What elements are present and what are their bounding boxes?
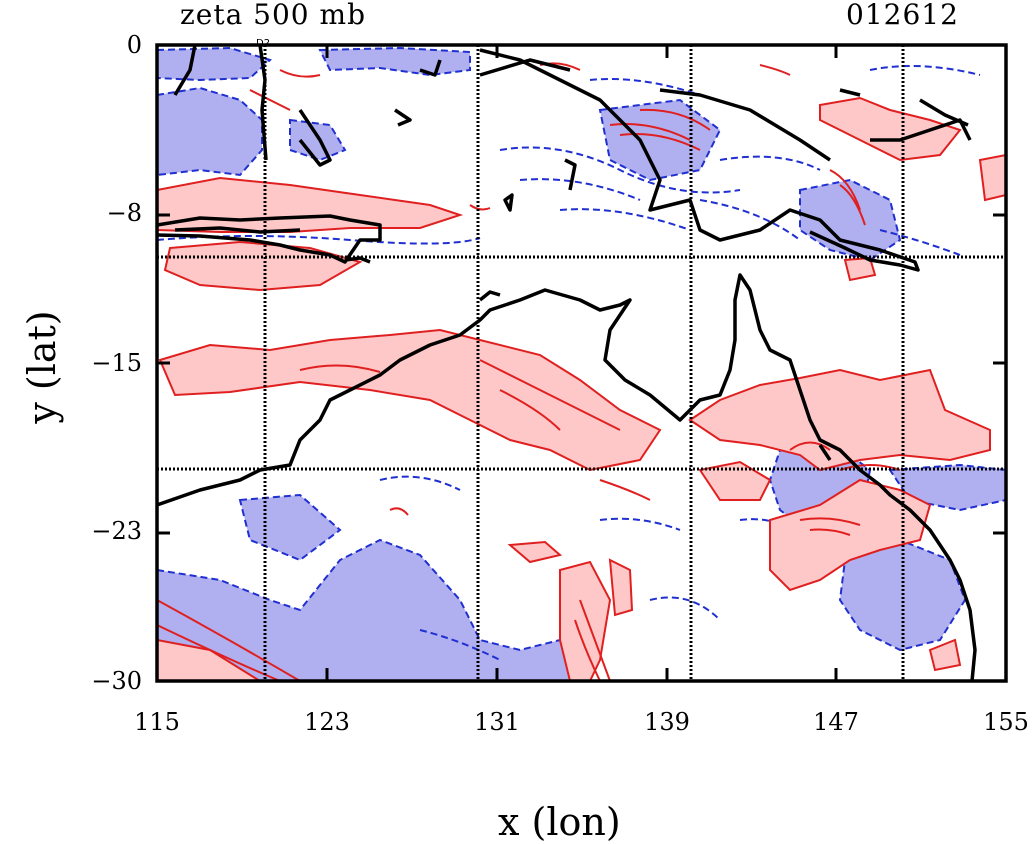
map-timestamp: 012612 — [846, 0, 959, 31]
x-axis-label: x (lon) — [498, 800, 621, 844]
x-tick-label: 115 — [134, 708, 180, 736]
map-gridlines — [157, 45, 1006, 681]
x-tick-label: 131 — [474, 708, 520, 736]
y-tick-label: 0 — [126, 31, 142, 59]
y-tick-label: −8 — [106, 199, 142, 227]
x-tick-label: 155 — [983, 708, 1029, 736]
coastline — [157, 45, 977, 681]
y-tick-label: −23 — [91, 517, 142, 545]
x-tick-label: 123 — [304, 708, 350, 736]
contour-layer — [157, 45, 1006, 681]
negative-vorticity-fill — [157, 46, 1006, 681]
x-tick-label: 147 — [813, 708, 859, 736]
y-tick-label: −15 — [91, 349, 142, 377]
positive-vorticity-fill — [157, 96, 1006, 681]
axis-ticks — [157, 43, 1006, 681]
y-tick-label: −30 — [91, 667, 142, 695]
x-tick-label: 139 — [644, 708, 690, 736]
map-title: zeta 500 mb — [180, 0, 366, 31]
y-axis-label: y (lat) — [20, 310, 64, 424]
